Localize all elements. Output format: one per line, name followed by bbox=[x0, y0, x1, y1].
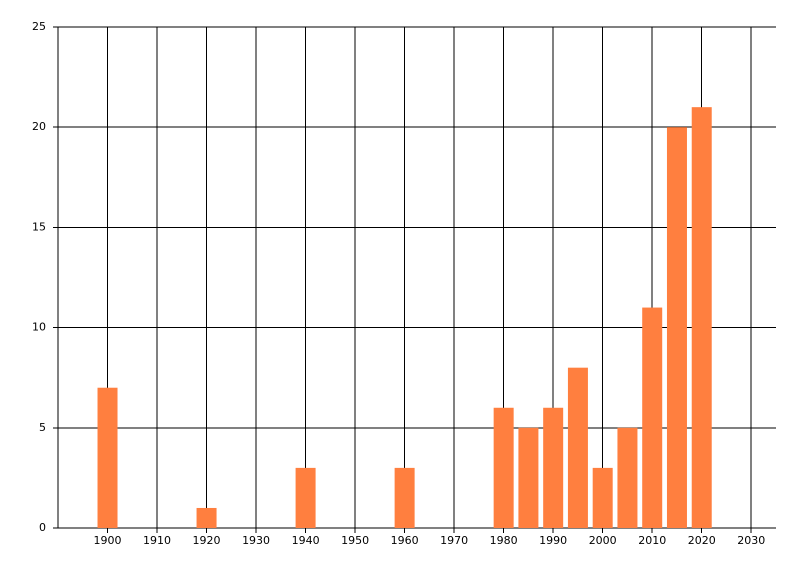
bar bbox=[518, 427, 539, 528]
x-tick-label: 1990 bbox=[539, 534, 567, 547]
bar bbox=[617, 427, 638, 528]
bar bbox=[691, 107, 712, 528]
y-tick-label: 20 bbox=[32, 120, 46, 133]
x-tick-label: 1920 bbox=[193, 534, 221, 547]
y-tick-label: 25 bbox=[32, 20, 46, 33]
bar bbox=[97, 387, 118, 528]
bar bbox=[394, 467, 415, 528]
x-tick-label: 1980 bbox=[490, 534, 518, 547]
x-tick-label: 2020 bbox=[688, 534, 716, 547]
bar bbox=[592, 467, 613, 528]
x-tick-label: 1910 bbox=[143, 534, 171, 547]
x-tick-label: 2030 bbox=[737, 534, 765, 547]
bar bbox=[295, 467, 316, 528]
y-tick-label: 10 bbox=[32, 321, 46, 334]
x-tick-label: 2000 bbox=[589, 534, 617, 547]
y-tick-label: 5 bbox=[39, 421, 46, 434]
x-tick-label: 1930 bbox=[242, 534, 270, 547]
x-tick-label: 1940 bbox=[292, 534, 320, 547]
bar bbox=[642, 307, 663, 528]
x-tick-label: 1950 bbox=[341, 534, 369, 547]
y-tick-label: 15 bbox=[32, 220, 46, 233]
x-tick-label: 1960 bbox=[391, 534, 419, 547]
y-tick-label: 0 bbox=[39, 521, 46, 534]
bar bbox=[196, 507, 217, 528]
x-tick-label: 1970 bbox=[440, 534, 468, 547]
bar bbox=[666, 127, 687, 528]
bar bbox=[543, 407, 564, 528]
x-tick-label: 2010 bbox=[638, 534, 666, 547]
bar bbox=[493, 407, 514, 528]
bar bbox=[567, 367, 588, 528]
x-tick-label: 1900 bbox=[94, 534, 122, 547]
